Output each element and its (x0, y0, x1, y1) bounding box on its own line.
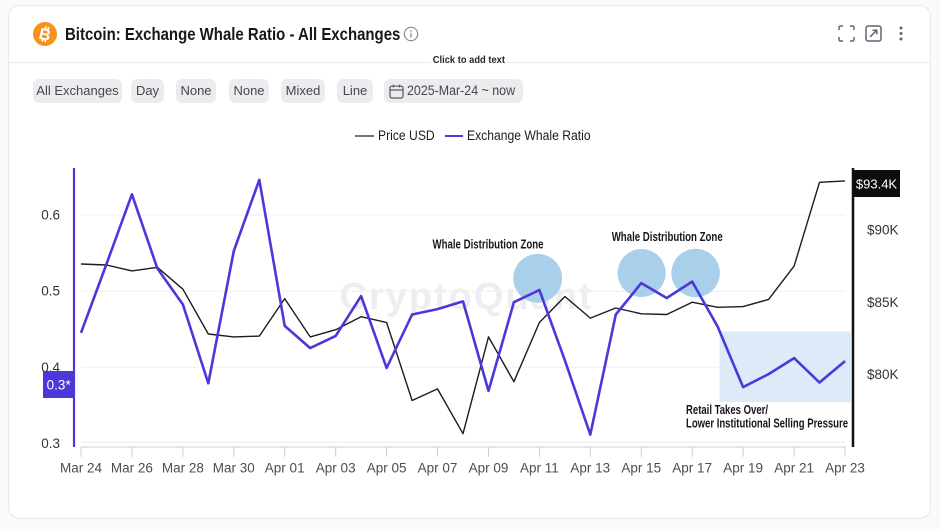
svg-text:0.3*: 0.3* (47, 378, 72, 393)
svg-text:Apr 03: Apr 03 (316, 461, 356, 476)
svg-text:Lower Institutional Selling Pr: Lower Institutional Selling Pressure (686, 416, 848, 430)
svg-text:Apr 17: Apr 17 (672, 461, 712, 476)
svg-text:0.6: 0.6 (41, 208, 60, 223)
svg-text:0.3: 0.3 (41, 436, 60, 451)
svg-text:Mar 24: Mar 24 (60, 461, 103, 476)
svg-text:Apr 15: Apr 15 (621, 461, 661, 476)
svg-text:Apr 21: Apr 21 (774, 461, 814, 476)
svg-text:Apr 07: Apr 07 (418, 461, 458, 476)
svg-text:Apr 23: Apr 23 (825, 461, 865, 476)
svg-text:$80K: $80K (867, 367, 899, 382)
svg-text:Mar 30: Mar 30 (213, 461, 255, 476)
svg-text:Retail Takes Over/: Retail Takes Over/ (686, 403, 768, 417)
svg-text:Apr 13: Apr 13 (570, 461, 610, 476)
svg-text:Apr 19: Apr 19 (723, 461, 763, 476)
svg-text:$90K: $90K (867, 223, 899, 238)
svg-text:Apr 05: Apr 05 (367, 461, 407, 476)
svg-text:Apr 01: Apr 01 (265, 461, 305, 476)
svg-text:Mar 26: Mar 26 (111, 461, 153, 476)
svg-text:$85K: $85K (867, 295, 899, 310)
svg-text:B: B (37, 26, 52, 45)
svg-text:Apr 09: Apr 09 (469, 461, 509, 476)
svg-text:$93.4K: $93.4K (856, 176, 898, 191)
svg-text:0.5: 0.5 (41, 284, 60, 299)
svg-text:Whale Distribution Zone: Whale Distribution Zone (433, 237, 544, 251)
svg-text:Mar 28: Mar 28 (162, 461, 204, 476)
svg-text:Whale Distribution Zone: Whale Distribution Zone (612, 230, 723, 244)
svg-text:Apr 11: Apr 11 (520, 461, 559, 476)
